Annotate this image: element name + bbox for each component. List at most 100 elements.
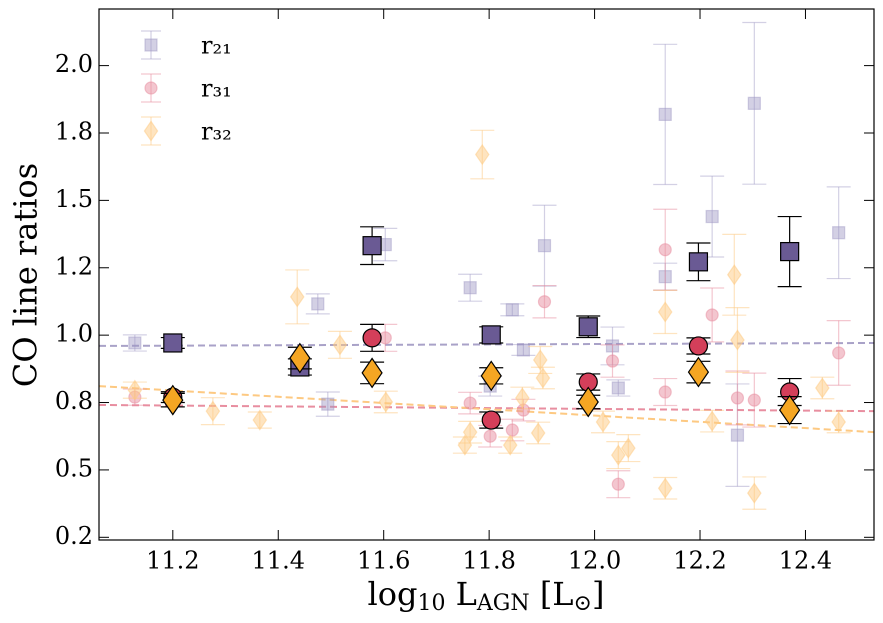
legend-entry: r₂₁ — [201, 32, 232, 60]
circle-marker — [658, 243, 672, 257]
square-marker — [144, 38, 158, 52]
circle-marker — [481, 410, 501, 430]
square-marker — [658, 107, 672, 121]
circle-marker — [688, 336, 709, 356]
circle-marker — [483, 429, 497, 443]
circle-marker — [605, 354, 620, 368]
diamond-marker — [462, 421, 478, 443]
square-marker — [747, 96, 761, 110]
diamond-marker — [815, 377, 830, 399]
x-label-subscript: 10 — [418, 591, 446, 616]
square-marker — [537, 239, 552, 253]
diamond-marker — [162, 384, 184, 416]
y-tick-label: 2.0 — [55, 50, 93, 78]
y-tick-label: 1.0 — [55, 320, 93, 348]
square-marker — [832, 226, 846, 240]
diamond-marker — [532, 349, 548, 371]
diamond-marker — [332, 334, 348, 356]
legend-label: r₃₂ — [201, 118, 232, 146]
diamond-marker — [535, 367, 551, 389]
diamond-marker — [480, 360, 502, 392]
circle-marker — [747, 393, 761, 407]
diamond-marker — [289, 342, 311, 374]
square-marker — [688, 252, 709, 272]
circle-marker — [463, 396, 477, 410]
circle-marker — [537, 295, 552, 309]
y-tick-label: 0.8 — [55, 387, 93, 415]
circle-marker — [611, 477, 625, 491]
legend-label: r₃₁ — [201, 75, 232, 103]
x-label-subscript: AGN — [476, 591, 530, 616]
square-marker — [481, 325, 501, 345]
square-marker — [311, 297, 325, 311]
plot-frame — [98, 8, 875, 541]
circle-marker — [730, 391, 745, 405]
circle-marker — [705, 308, 719, 322]
diamond-marker — [610, 444, 626, 466]
circle-marker — [362, 328, 382, 348]
y-tick-label: 1.8 — [55, 117, 93, 145]
diamond-marker — [378, 391, 394, 413]
square-marker — [611, 381, 625, 395]
square-marker — [705, 209, 719, 224]
error-bar — [141, 30, 161, 60]
circle-marker — [658, 385, 672, 399]
square-marker — [463, 281, 477, 295]
error-bar — [826, 186, 851, 280]
diamond-marker — [746, 482, 762, 504]
error-bar — [500, 303, 525, 317]
trend-line — [98, 385, 875, 434]
diamond-marker — [289, 286, 305, 308]
x-tick-label: 11.2 — [146, 547, 199, 575]
diamond-marker — [595, 411, 611, 433]
error-bar — [742, 21, 767, 185]
x-label-part: [L — [530, 575, 574, 613]
diamond-marker — [657, 477, 673, 499]
circle-marker — [832, 346, 846, 360]
y-tick-label: 1.2 — [55, 252, 93, 280]
diamond-marker — [687, 356, 710, 388]
legend-entry: r₃₁ — [201, 75, 232, 103]
circle-marker — [505, 423, 519, 437]
error-bar — [305, 293, 330, 315]
error-bar — [606, 379, 631, 397]
x-tick-label: 12.4 — [779, 547, 832, 575]
diamond-marker — [205, 400, 221, 422]
x-label-part: L — [446, 575, 477, 613]
square-marker — [730, 428, 745, 442]
diamond-marker — [502, 434, 518, 456]
diamond-marker — [252, 409, 268, 431]
error-bar — [458, 273, 483, 302]
x-tick-label: 12.0 — [568, 547, 621, 575]
diamond-marker — [657, 301, 673, 323]
x-axis-label: log10 LAGN [L⊙] — [368, 575, 605, 617]
error-bar — [511, 343, 536, 356]
x-tick-label: 11.8 — [462, 547, 515, 575]
legend-entry: r₃₂ — [201, 118, 232, 146]
square-marker — [505, 303, 519, 317]
y-tick-label: 1.5 — [55, 185, 93, 213]
x-label-part: ] — [592, 575, 604, 613]
diamond-marker — [620, 437, 636, 459]
y-axis-label: CO line ratios — [7, 163, 45, 387]
diamond-marker — [704, 410, 720, 432]
square-marker — [128, 336, 142, 350]
square-marker — [578, 317, 598, 337]
diamond-marker — [361, 357, 383, 389]
diamond-marker — [530, 422, 546, 444]
error-bar — [122, 334, 147, 352]
error-bar — [315, 391, 340, 417]
x-tick-label: 11.6 — [357, 547, 410, 575]
x-tick-label: 11.4 — [252, 547, 305, 575]
diamond-marker — [726, 264, 742, 286]
diamond-marker — [831, 411, 847, 433]
trend-line — [98, 403, 875, 413]
error-bar — [653, 43, 678, 186]
square-marker — [163, 333, 183, 353]
square-marker — [780, 241, 800, 262]
square-marker — [516, 343, 531, 357]
square-marker — [362, 236, 382, 256]
error-bar — [373, 227, 398, 262]
diamond-marker — [515, 387, 530, 409]
